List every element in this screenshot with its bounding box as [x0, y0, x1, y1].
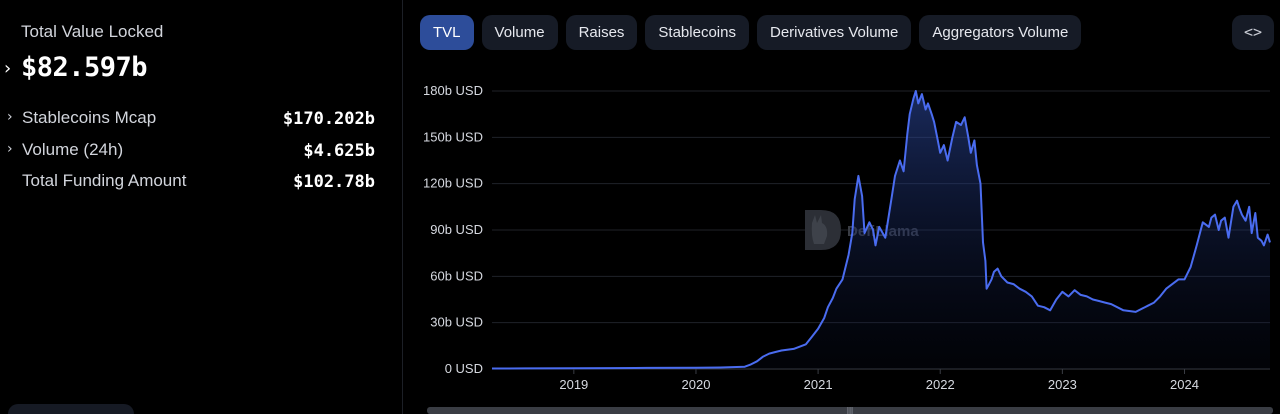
y-tick-label: 0 USD [445, 361, 483, 376]
tvl-chart: DefiLlama 0 USD 30b USD 60b USD 90b USD 120b… [403, 60, 1280, 414]
panel-button[interactable] [8, 404, 134, 414]
tvl-area [492, 91, 1270, 369]
x-tick-label: 2021 [804, 377, 833, 392]
stat-label: Volume (24h) [22, 140, 124, 159]
x-tick-label: 2023 [1048, 377, 1077, 392]
y-tick-label: 150b USD [423, 129, 483, 144]
tab-raises[interactable]: Raises [565, 15, 638, 50]
chevron-right-icon[interactable]: › [7, 141, 13, 157]
chart-range-scrollbar[interactable] [427, 407, 1273, 414]
x-tick-label: 2024 [1170, 377, 1199, 392]
x-tick-label: 2019 [559, 377, 588, 392]
chart-tabs: TVL Volume Raises Stablecoins Derivative… [420, 15, 1082, 50]
stat-label: Stablecoins Mcap [22, 108, 157, 127]
panel-divider [402, 0, 403, 414]
tab-aggregators-volume[interactable]: Aggregators Volume [919, 15, 1082, 50]
chevron-right-icon[interactable]: › [4, 58, 12, 79]
stat-label: Total Funding Amount [22, 171, 187, 190]
tvl-value[interactable]: $82.597b [21, 52, 148, 83]
y-tick-label: 90b USD [430, 222, 483, 237]
tvl-label: Total Value Locked [21, 22, 164, 41]
tab-stablecoins[interactable]: Stablecoins [645, 15, 749, 50]
stat-row-volume-24h[interactable]: › Volume (24h) $4.625b [0, 140, 402, 164]
y-tick-label: 60b USD [430, 268, 483, 283]
y-tick-label: 180b USD [423, 83, 483, 98]
stat-value: $102.78b [293, 172, 375, 192]
chevron-right-icon[interactable]: › [7, 109, 13, 125]
stat-value: $170.202b [282, 109, 375, 129]
stat-value: $4.625b [303, 141, 375, 161]
y-tick-label: 120b USD [423, 176, 483, 191]
llama-logo-icon [805, 210, 841, 250]
x-tick-label: 2020 [682, 377, 711, 392]
code-icon[interactable]: <> [1232, 15, 1274, 50]
stats-panel: Total Value Locked › $82.597b › Stableco… [0, 0, 402, 414]
tab-tvl[interactable]: TVL [420, 15, 474, 50]
tvl-line [491, 90, 1271, 370]
scroll-handle-grip-icon[interactable]: ||| [846, 406, 854, 414]
y-tick-label: 30b USD [430, 315, 483, 330]
x-tick-label: 2022 [926, 377, 955, 392]
stat-row-total-funding: Total Funding Amount $102.78b [0, 171, 402, 195]
stat-row-stablecoins-mcap[interactable]: › Stablecoins Mcap $170.202b [0, 108, 402, 132]
tab-derivatives-volume[interactable]: Derivatives Volume [756, 15, 912, 50]
tab-volume[interactable]: Volume [481, 15, 558, 50]
